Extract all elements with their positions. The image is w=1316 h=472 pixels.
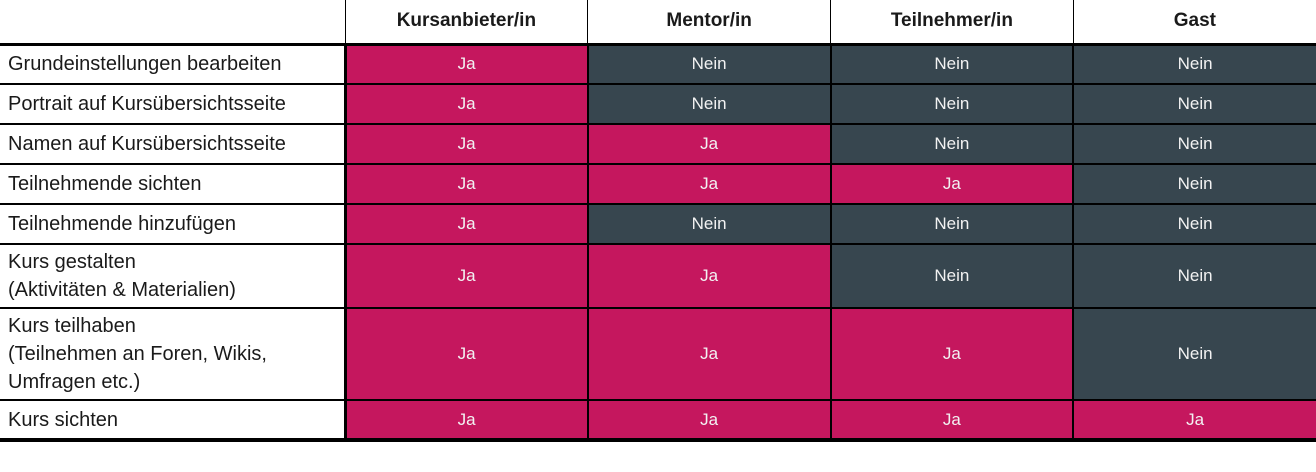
permission-cell-nein: Nein: [586, 84, 831, 124]
row-label: Teilnehmende hinzufügen: [0, 204, 347, 244]
permission-cell-ja: Ja: [344, 164, 588, 204]
permission-cell-ja: Ja: [586, 308, 831, 400]
permission-cell-nein: Nein: [829, 204, 1074, 244]
table-row: Kurs teilhaben (Teilnehmen an Foren, Wik…: [0, 308, 1316, 400]
permission-cell-ja: Ja: [344, 204, 588, 244]
permission-cell-ja: Ja: [344, 308, 588, 400]
table-row: Teilnehmende hinzufügen Ja Nein Nein Nein: [0, 204, 1316, 244]
row-label: Portrait auf Kursübersichtsseite: [0, 84, 347, 124]
permission-cell-ja: Ja: [829, 308, 1074, 400]
permission-cell-ja: Ja: [1072, 400, 1316, 440]
permission-cell-nein: Nein: [1072, 308, 1316, 400]
table-row: Portrait auf Kursübersichtsseite Ja Nein Ne…: [0, 84, 1316, 124]
column-header-gast: Gast: [1072, 0, 1316, 44]
permission-cell-ja: Ja: [586, 164, 831, 204]
permission-cell-ja: Ja: [344, 84, 588, 124]
permission-cell-nein: Nein: [1072, 164, 1316, 204]
permission-cell-ja: Ja: [344, 244, 588, 308]
permission-cell-ja: Ja: [829, 400, 1074, 440]
row-label: Kurs teilhaben (Teilnehmen an Foren, Wik…: [0, 308, 347, 400]
permission-cell-ja: Ja: [344, 124, 588, 164]
table-row: Kurs sichten Ja Ja Ja Ja: [0, 400, 1316, 440]
row-label: Kurs gestalten (Aktivitäten & Materialie…: [0, 244, 347, 308]
permissions-table: Kursanbieter/in Mentor/in Teilnehmer/in …: [0, 0, 1316, 440]
permission-cell-nein: Nein: [829, 244, 1074, 308]
permission-cell-nein: Nein: [586, 44, 831, 84]
permission-cell-nein: Nein: [1072, 124, 1316, 164]
table-body: Grundeinstellungen bearbeiten Ja Nein Nein N…: [0, 44, 1316, 440]
column-header-kursanbieter: Kursanbieter/in: [344, 0, 588, 44]
permission-cell-nein: Nein: [1072, 204, 1316, 244]
permission-cell-ja: Ja: [829, 164, 1074, 204]
column-header-teilnehmer: Teilnehmer/in: [830, 0, 1074, 44]
permission-cell-nein: Nein: [586, 204, 831, 244]
table-row: Grundeinstellungen bearbeiten Ja Nein Nein N…: [0, 44, 1316, 84]
permission-cell-nein: Nein: [1072, 84, 1316, 124]
permission-cell-ja: Ja: [586, 124, 831, 164]
header-row: Kursanbieter/in Mentor/in Teilnehmer/in …: [0, 0, 1316, 44]
permission-cell-nein: Nein: [1072, 244, 1316, 308]
row-label: Kurs sichten: [0, 400, 347, 440]
permission-cell-nein: Nein: [829, 44, 1074, 84]
table-row: Teilnehmende sichten Ja Ja Ja Nein: [0, 164, 1316, 204]
permission-cell-nein: Nein: [829, 124, 1074, 164]
permission-cell-ja: Ja: [586, 244, 831, 308]
row-label: Teilnehmende sichten: [0, 164, 347, 204]
permission-cell-ja: Ja: [344, 400, 588, 440]
row-label: Grundeinstellungen bearbeiten: [0, 44, 347, 84]
permission-cell-nein: Nein: [1072, 44, 1316, 84]
permission-cell-ja: Ja: [344, 44, 588, 84]
permission-cell-ja: Ja: [586, 400, 831, 440]
column-header-mentor: Mentor/in: [587, 0, 831, 44]
corner-cell: [0, 0, 345, 44]
permission-cell-nein: Nein: [829, 84, 1074, 124]
table-row: Kurs gestalten (Aktivitäten & Materialie…: [0, 244, 1316, 308]
table-row: Namen auf Kursübersichtsseite Ja Ja Nein Nei…: [0, 124, 1316, 164]
row-label: Namen auf Kursübersichtsseite: [0, 124, 347, 164]
